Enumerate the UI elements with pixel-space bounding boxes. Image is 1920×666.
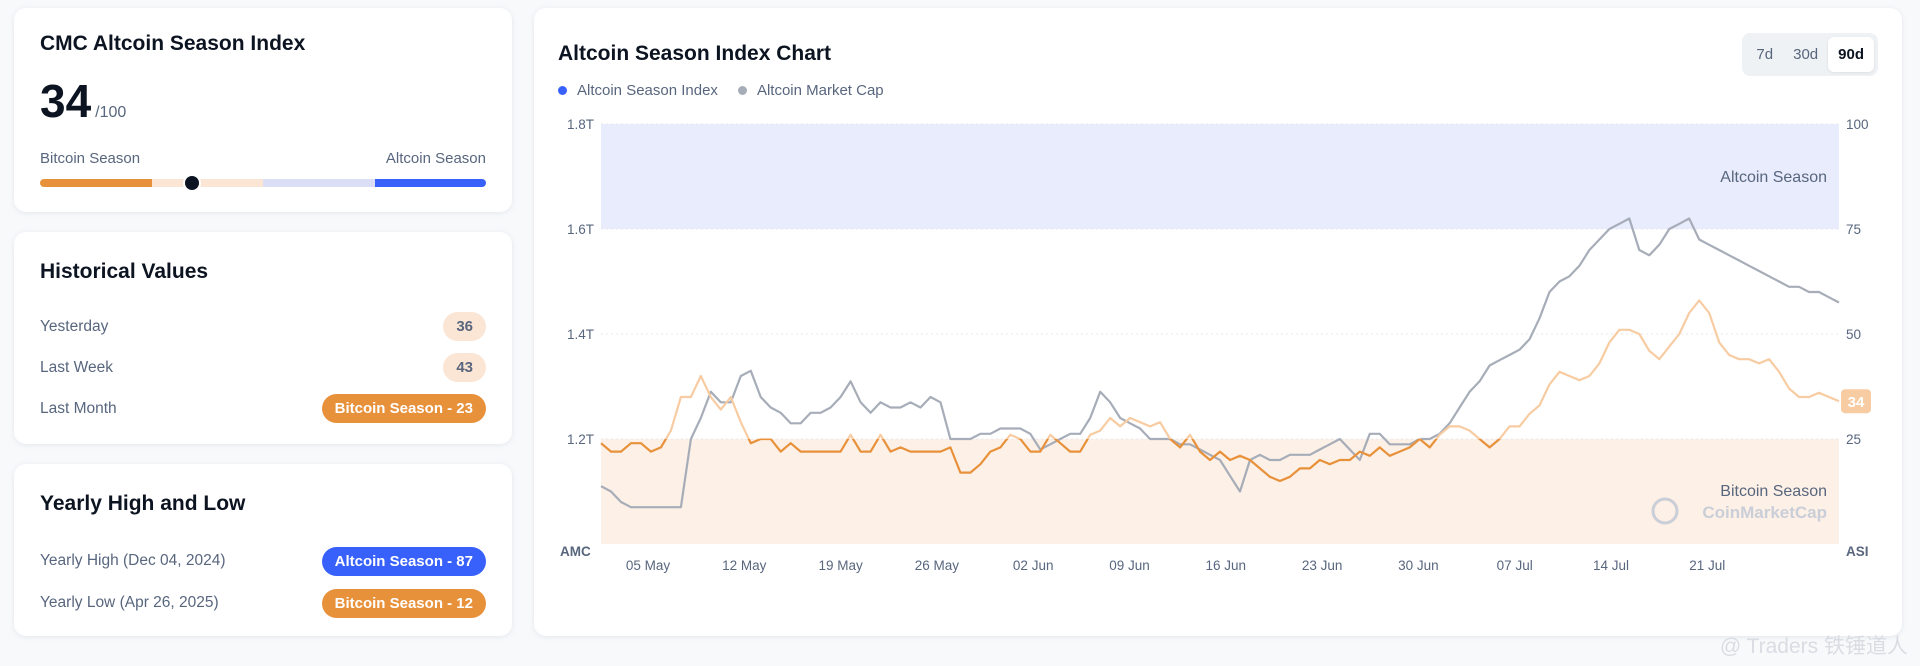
- right-tick-label: 25: [1846, 432, 1861, 447]
- index-line-lower: [600, 439, 1501, 483]
- historical-values-card: Historical Values Yesterday 36 Last Week…: [14, 232, 512, 444]
- yearly-row-low: Yearly Low (Apr 26, 2025) Bitcoin Season…: [40, 582, 486, 624]
- history-value-badge: 36: [443, 312, 486, 341]
- yearly-value-badge: Altcoin Season - 87: [321, 546, 486, 576]
- gauge-altcoin-light-segment: [263, 179, 375, 187]
- market-cap-line: [600, 217, 1840, 509]
- index-line-upper: [664, 299, 1840, 439]
- history-value-badge: 43: [443, 353, 486, 382]
- scale-right-label: Altcoin Season: [385, 150, 486, 167]
- history-label: Last Month: [40, 399, 117, 417]
- gauge-altcoin-segment: [374, 179, 486, 187]
- yearly-date: (Apr 26, 2025): [119, 594, 219, 611]
- zone-band: [601, 124, 1839, 229]
- yearly-date: (Dec 04, 2024): [123, 552, 226, 569]
- chart-legend: Altcoin Season Index Altcoin Market Cap: [558, 82, 884, 99]
- yearly-label-group: Yearly Low (Apr 26, 2025): [40, 594, 219, 612]
- historical-title: Historical Values: [40, 260, 209, 283]
- history-row-last-month: Last Month Bitcoin Season - 23: [40, 388, 486, 429]
- index-value: 34: [40, 75, 92, 127]
- x-tick-label: 16 Jun: [1206, 558, 1247, 573]
- season-gauge-bar: [40, 174, 486, 192]
- tab-90d[interactable]: 90d: [1828, 37, 1874, 72]
- history-row-last-week: Last Week 43: [40, 347, 486, 388]
- history-label: Last Week: [40, 358, 113, 376]
- legend-dot-icon: [737, 86, 747, 95]
- x-tick-label: 19 May: [818, 558, 863, 573]
- scale-left-label: Bitcoin Season: [40, 150, 141, 167]
- timeframe-tabs: 7d 30d 90d: [1742, 33, 1878, 76]
- zone-label-bitcoin: Bitcoin Season: [1720, 483, 1827, 500]
- legend-item-index[interactable]: Altcoin Season Index: [558, 82, 718, 99]
- x-tick-label: 07 Jul: [1497, 558, 1533, 573]
- right-axis-title: ASI: [1846, 544, 1869, 559]
- zone-watermark: CoinMarketCap: [1702, 503, 1827, 522]
- history-label: Yesterday: [40, 317, 109, 335]
- coinmarketcap-logo-icon: [1651, 497, 1679, 525]
- x-tick-label: 30 Jun: [1398, 558, 1439, 573]
- legend-item-market-cap[interactable]: Altcoin Market Cap: [737, 82, 884, 99]
- legend-label: Altcoin Season Index: [577, 82, 718, 99]
- zone-label-altcoin: Altcoin Season: [1720, 169, 1827, 186]
- right-tick-label: 75: [1846, 222, 1861, 237]
- left-tick-label: 1.4T: [567, 327, 594, 342]
- x-tick-label: 05 May: [626, 558, 671, 573]
- x-tick-label: 21 Jul: [1689, 558, 1725, 573]
- x-tick-label: 12 May: [722, 558, 767, 573]
- zone-band: [601, 439, 1839, 544]
- yearly-value-badge: Bitcoin Season - 12: [321, 588, 486, 618]
- tab-30d[interactable]: 30d: [1793, 46, 1819, 63]
- yearly-label: Yearly High: [40, 552, 119, 569]
- history-value-badge: Bitcoin Season - 23: [321, 394, 486, 423]
- yearly-label: Yearly Low: [40, 594, 116, 611]
- yearly-title: Yearly High and Low: [40, 492, 246, 515]
- yearly-row-high: Yearly High (Dec 04, 2024) Altcoin Seaso…: [40, 540, 486, 582]
- index-max: /100: [95, 104, 127, 121]
- chart-title: Altcoin Season Index Chart: [558, 42, 832, 65]
- x-tick-label: 02 Jun: [1013, 558, 1054, 573]
- yearly-high-low-card: Yearly High and Low Yearly High (Dec 04,…: [14, 464, 512, 636]
- altcoin-index-card: CMC Altcoin Season Index 34 /100 Bitcoin…: [14, 8, 512, 212]
- x-tick-label: 14 Jul: [1593, 558, 1629, 573]
- x-tick-label: 23 Jun: [1302, 558, 1343, 573]
- tab-7d[interactable]: 7d: [1756, 46, 1774, 63]
- x-tick-label: 09 Jun: [1109, 558, 1150, 573]
- legend-dot-icon: [558, 86, 567, 95]
- left-tick-label: 1.8T: [567, 117, 594, 132]
- gauge-bitcoin-segment: [40, 179, 152, 187]
- index-chart-card: Altcoin Season Bitcoin Season CoinMarketCa…: [534, 8, 1902, 636]
- index-chart: Altcoin Season Bitcoin Season CoinMarketCa…: [560, 117, 1871, 573]
- legend-label: Altcoin Market Cap: [756, 82, 884, 99]
- left-tick-label: 1.2T: [567, 432, 594, 447]
- right-tick-label: 100: [1846, 117, 1869, 132]
- right-tick-label: 50: [1846, 327, 1861, 342]
- watermark-text: @ Traders 铁锤道人: [1719, 635, 1908, 658]
- left-tick-label: 1.6T: [567, 222, 594, 237]
- index-card-title: CMC Altcoin Season Index: [40, 32, 306, 55]
- current-value-badge: [1841, 389, 1871, 414]
- left-axis-title: AMC: [560, 544, 591, 559]
- gauge-indicator: [182, 174, 201, 192]
- x-tick-label: 26 May: [915, 558, 960, 573]
- gauge-bitcoin-light-segment: [151, 179, 263, 187]
- current-value-label: 34: [1848, 394, 1865, 411]
- yearly-label-group: Yearly High (Dec 04, 2024): [40, 552, 226, 570]
- history-row-yesterday: Yesterday 36: [40, 306, 486, 347]
